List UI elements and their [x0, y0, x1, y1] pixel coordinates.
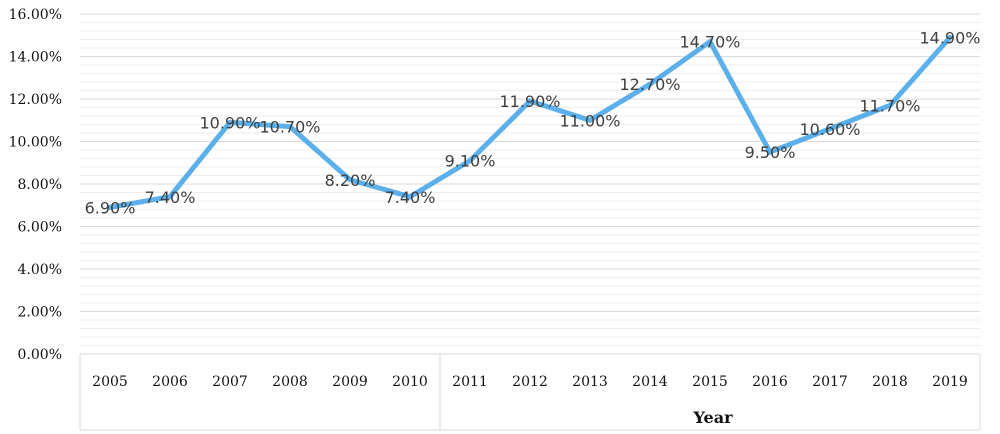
y-tick-label: 2.00% — [18, 305, 62, 321]
axis-layer: 0.00% 2.00% 4.00% 6.00% 8.00% 10.00% 12.00% 14.… — [9, 7, 981, 431]
data-label: 14.70% — [679, 33, 740, 52]
data-point — [347, 177, 353, 183]
data-label: 14.90% — [919, 28, 980, 47]
data-label: 11.00% — [559, 111, 620, 130]
x-tick-label: 2013 — [572, 374, 608, 390]
y-tick-label: 16.00% — [9, 7, 62, 23]
data-label: 9.10% — [445, 152, 496, 171]
data-point — [887, 102, 893, 108]
data-point — [707, 39, 713, 45]
x-tick-label: 2007 — [212, 374, 248, 390]
data-point — [467, 158, 473, 164]
x-tick-label: 2019 — [932, 374, 968, 390]
data-point — [407, 194, 413, 200]
label-layer: 6.90% 7.40% 10.90%10.70% 8.20% 7.40% 9.10% 11.… — [85, 28, 981, 217]
data-label: 7.40% — [385, 188, 436, 207]
x-tick-label: 2008 — [272, 374, 308, 390]
data-point — [167, 194, 173, 200]
x-tick-label: 2012 — [512, 374, 548, 390]
grid-layer — [80, 13, 980, 355]
data-label: 12.70% — [619, 75, 680, 94]
data-label: 8.20% — [325, 171, 376, 190]
y-tick-label: 0.00% — [18, 347, 62, 363]
data-point — [527, 98, 533, 104]
x-tick-label: 2014 — [632, 374, 668, 390]
x-tick-label: 2005 — [92, 374, 128, 390]
data-label: 11.70% — [859, 96, 920, 115]
y-tick-label: 6.00% — [18, 220, 62, 236]
x-tick-label: 2006 — [152, 374, 188, 390]
x-tick-label: 2018 — [872, 374, 908, 390]
y-tick-label: 8.00% — [18, 177, 62, 193]
data-label: 7.40% — [145, 188, 196, 207]
data-point — [647, 81, 653, 87]
data-point — [107, 204, 113, 210]
x-tick-label: 2015 — [692, 374, 728, 390]
series-layer — [107, 34, 953, 210]
data-point — [767, 149, 773, 155]
x-tick-label: 2017 — [812, 374, 848, 390]
x-tick-label: 2011 — [452, 374, 488, 390]
y-tick-label: 4.00% — [18, 262, 62, 278]
data-label: 10.70% — [259, 118, 320, 137]
y-tick-label: 10.00% — [9, 135, 62, 151]
data-point — [287, 124, 293, 130]
x-axis-title: Year — [692, 408, 733, 427]
data-point — [227, 119, 233, 125]
data-label: 10.60% — [799, 120, 860, 139]
data-point — [947, 34, 953, 40]
y-tick-label: 14.00% — [9, 50, 62, 66]
x-tick-label: 2009 — [332, 374, 368, 390]
y-tick-label: 12.00% — [9, 92, 62, 108]
x-tick-label: 2010 — [392, 374, 428, 390]
data-point — [827, 126, 833, 132]
data-label: 11.90% — [499, 92, 560, 111]
x-tick-label: 2016 — [752, 374, 788, 390]
data-label: 6.90% — [85, 198, 136, 217]
data-label: 10.90% — [199, 113, 260, 132]
data-label: 9.50% — [745, 143, 796, 162]
data-point — [587, 117, 593, 123]
